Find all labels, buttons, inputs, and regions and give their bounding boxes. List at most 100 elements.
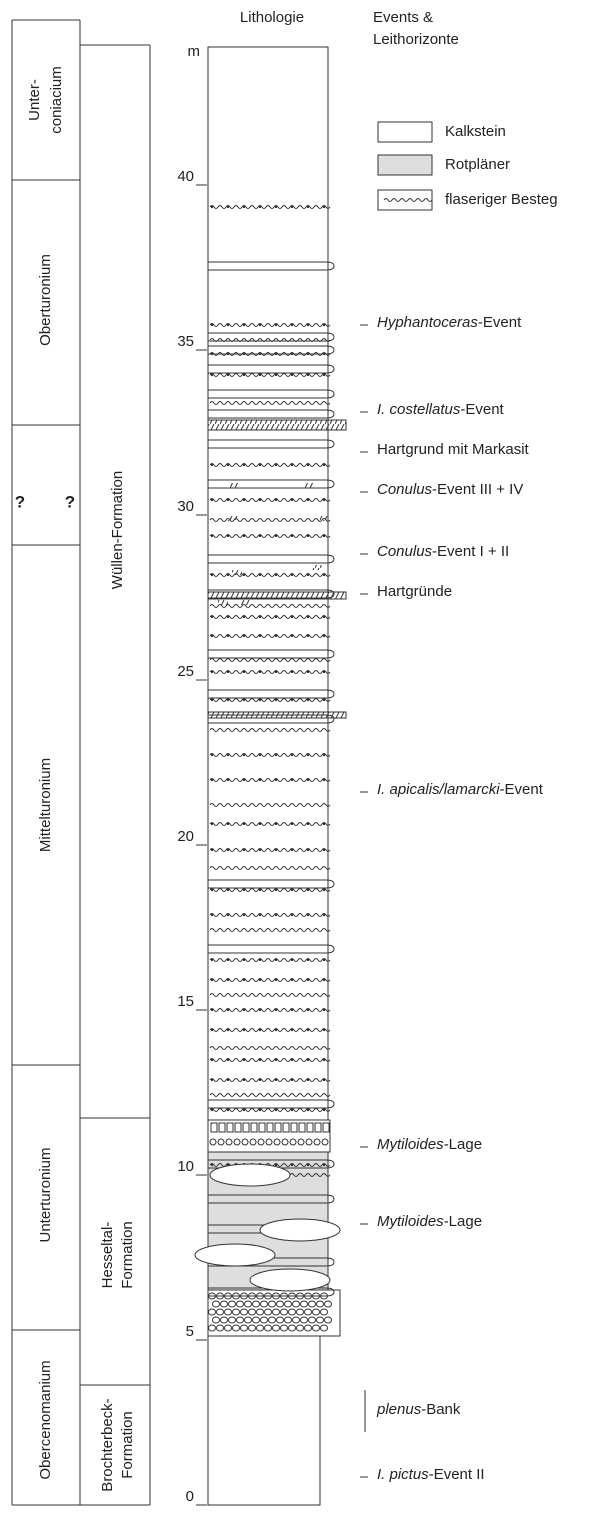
pebble — [281, 1138, 289, 1146]
besteg-dot — [290, 958, 294, 962]
besteg-dot — [242, 958, 246, 962]
besteg-dot — [210, 670, 214, 674]
event-suffix: -Event III + IV — [432, 481, 523, 498]
besteg-dot — [322, 1078, 326, 1082]
conglomerate — [207, 1289, 341, 1337]
besteg-dot — [258, 323, 262, 327]
besteg-dot — [226, 848, 230, 852]
pebble — [250, 1122, 258, 1133]
besteg — [209, 1093, 331, 1097]
besteg — [209, 604, 331, 608]
markasite — [240, 600, 250, 605]
besteg-dot — [290, 205, 294, 209]
besteg-dot — [242, 498, 246, 502]
nodule — [259, 1218, 341, 1242]
besteg-dot — [322, 373, 326, 377]
besteg-dot — [274, 698, 278, 702]
besteg-dot — [290, 1108, 294, 1112]
event-name: Mytiloides — [377, 1136, 444, 1153]
pebble — [244, 1316, 252, 1324]
besteg-dot — [290, 670, 294, 674]
hardground — [207, 419, 347, 431]
besteg-dot — [322, 615, 326, 619]
besteg — [209, 534, 331, 538]
besteg-dot — [290, 753, 294, 757]
besteg-dot — [322, 848, 326, 852]
besteg — [209, 848, 331, 852]
besteg — [209, 658, 331, 662]
pebble — [324, 1300, 332, 1308]
besteg-dot — [306, 958, 310, 962]
besteg-dot — [274, 534, 278, 538]
besteg-dot — [306, 753, 310, 757]
besteg-dot — [322, 205, 326, 209]
besteg-dot — [290, 778, 294, 782]
besteg-dot — [242, 822, 246, 826]
besteg-dot — [290, 498, 294, 502]
besteg-dot — [306, 698, 310, 702]
pebble — [220, 1300, 228, 1308]
besteg-dot — [226, 615, 230, 619]
markasite — [232, 570, 242, 575]
besteg-dot — [210, 848, 214, 852]
besteg-dot — [226, 573, 230, 577]
bed-boundary — [208, 332, 335, 342]
event-name: Mytiloides — [377, 1213, 444, 1230]
besteg-dot — [210, 1078, 214, 1082]
pebble — [260, 1316, 268, 1324]
besteg-dot — [226, 698, 230, 702]
pebble — [296, 1324, 304, 1332]
besteg-dot — [226, 888, 230, 892]
scale-tick-label: 0 — [186, 1488, 194, 1505]
besteg — [209, 338, 331, 342]
event-label: I. pictus-Event II — [377, 1466, 485, 1483]
besteg-dot — [274, 958, 278, 962]
besteg-dot — [258, 670, 262, 674]
pebble — [322, 1122, 330, 1133]
pebble — [292, 1300, 300, 1308]
pebble — [290, 1122, 298, 1133]
besteg-dot — [242, 634, 246, 638]
event-label: Hartgrund mit Markasit — [377, 441, 530, 458]
event-suffix: -Event — [460, 401, 504, 418]
besteg-dot — [274, 822, 278, 826]
besteg-dot — [226, 634, 230, 638]
bed-boundary — [208, 409, 335, 419]
besteg-dot — [258, 205, 262, 209]
besteg-dot — [258, 634, 262, 638]
besteg-dot — [258, 1008, 262, 1012]
besteg-dot — [306, 1108, 310, 1112]
besteg-dot — [226, 913, 230, 917]
bed-boundary — [208, 1099, 335, 1109]
besteg-dot — [242, 698, 246, 702]
besteg-dot — [242, 848, 246, 852]
besteg-dot — [274, 1008, 278, 1012]
besteg-dot — [242, 573, 246, 577]
nodule — [249, 1268, 331, 1292]
besteg — [209, 822, 331, 826]
pebble — [306, 1122, 314, 1133]
pebble — [217, 1138, 225, 1146]
besteg-dot — [290, 1008, 294, 1012]
markasite — [305, 483, 315, 488]
markasite — [230, 483, 240, 488]
besteg-dot — [242, 1058, 246, 1062]
stage-label: Mittelturonium — [37, 758, 54, 852]
besteg-dot — [322, 958, 326, 962]
besteg-dot — [306, 573, 310, 577]
besteg — [209, 888, 331, 892]
besteg-dot — [242, 888, 246, 892]
besteg-dot — [226, 958, 230, 962]
pebble — [248, 1324, 256, 1332]
besteg — [209, 993, 331, 997]
scale-tick-label: 10 — [177, 1158, 194, 1175]
scale-tick-label: 20 — [177, 828, 194, 845]
formation-label: Formation — [119, 1221, 136, 1289]
besteg-dot — [226, 534, 230, 538]
pebble — [300, 1316, 308, 1324]
besteg-dot — [274, 753, 278, 757]
pebble — [209, 1138, 217, 1146]
besteg-dot — [210, 463, 214, 467]
besteg-dot — [274, 615, 278, 619]
besteg-dot — [290, 615, 294, 619]
